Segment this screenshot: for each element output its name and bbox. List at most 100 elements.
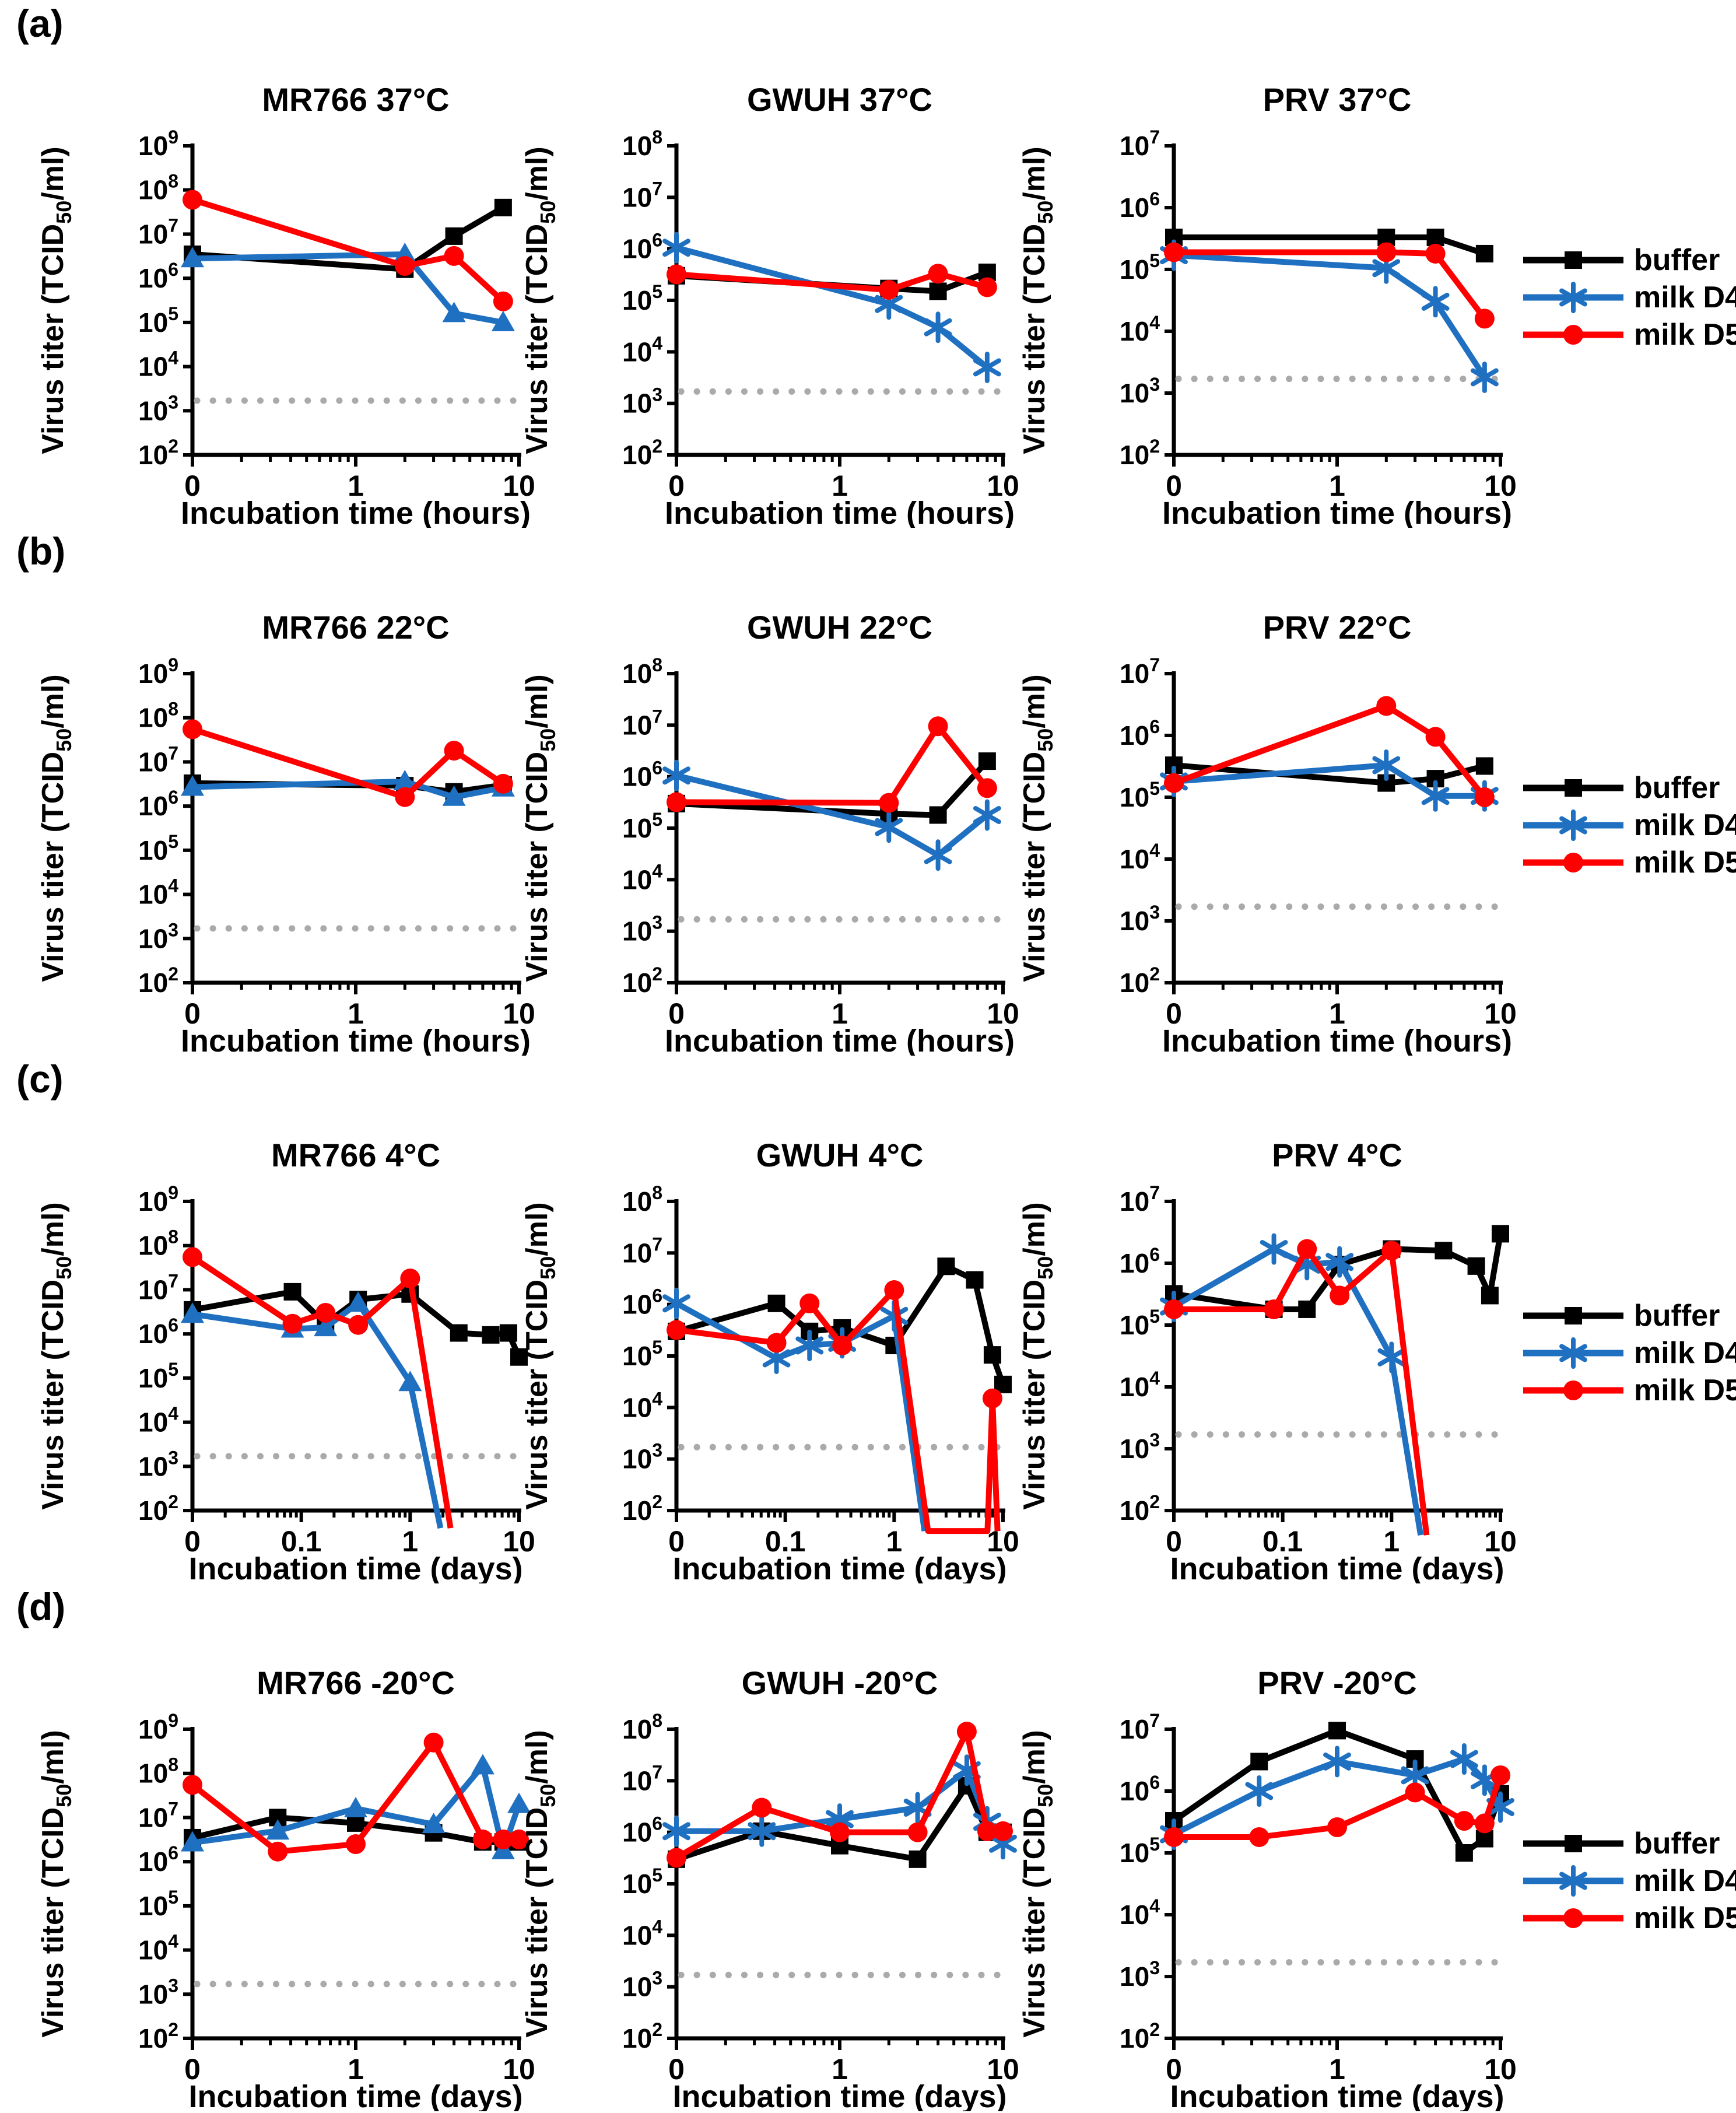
panel-title: PRV 4°C	[1272, 1137, 1402, 1173]
series-milkD4	[181, 1754, 531, 1859]
x-tick-label: 0	[668, 997, 685, 1030]
x-tick-label: 0	[184, 2053, 201, 2086]
y-tick-label: 104	[1120, 840, 1160, 874]
x-tick-label: 0	[1166, 469, 1182, 502]
x-tick-label: 1	[832, 469, 848, 502]
x-tick-label: 0	[184, 997, 201, 1030]
x-tick-label: 10	[1484, 997, 1517, 1030]
legend: buffer milk D4 milk D5	[1521, 1827, 1736, 1935]
legend-item-milkD4: milk D4	[1521, 281, 1736, 314]
y-tick-label: 108	[622, 1710, 662, 1744]
chart-row-a: (a) MR766 37°C 102 103 104 105 106 107 108 109 0 1 1…	[0, 0, 1736, 528]
panel-title: GWUH -20°C	[742, 1665, 938, 1701]
row-label: (d)	[16, 1585, 66, 1628]
square-marker	[1565, 779, 1582, 797]
x-axis-label: Incubation time (hours)	[665, 496, 1015, 528]
x-axis-label: Incubation time (days)	[672, 1551, 1006, 1583]
y-tick-label: 103	[1120, 374, 1160, 408]
triangle-marker	[181, 247, 204, 268]
circle-marker	[907, 1822, 928, 1842]
y-tick-label: 108	[138, 171, 178, 205]
y-tick-label: 104	[622, 1916, 662, 1950]
y-tick-label: 105	[622, 1337, 662, 1371]
panel-title: PRV 22°C	[1263, 609, 1412, 646]
legend-item-milkD5: milk D5	[1521, 1373, 1736, 1407]
circle-marker	[1425, 727, 1446, 747]
x-axis-label: Incubation time (days)	[1170, 2079, 1504, 2111]
legend-label-milkD5: milk D5	[1634, 1901, 1736, 1935]
circle-marker	[1474, 787, 1495, 807]
y-tick-label: 102	[138, 436, 178, 470]
y-tick-label: 106	[1120, 716, 1160, 751]
square-marker	[499, 1324, 517, 1342]
asterisk-marker	[1372, 749, 1401, 782]
asterisk-marker	[1559, 282, 1587, 313]
y-tick-label: 109	[138, 654, 178, 689]
triangle-marker	[442, 785, 466, 806]
y-tick-label: 104	[622, 1388, 662, 1422]
circle-marker	[832, 1335, 853, 1355]
y-tick-label: 106	[622, 758, 662, 792]
circle-marker	[1376, 696, 1397, 716]
square-marker	[1565, 251, 1582, 269]
y-tick-label: 105	[138, 1887, 178, 1921]
circle-marker	[1327, 1817, 1347, 1838]
series-milkD5-line	[191, 726, 505, 800]
square-marker	[767, 1294, 785, 1312]
series-milkD5	[667, 1722, 1013, 1868]
triangle-marker	[398, 1371, 422, 1392]
circle-marker	[752, 1797, 772, 1818]
series-milkD5	[183, 190, 513, 311]
asterisk-marker	[1450, 1743, 1478, 1775]
square-marker	[1467, 1257, 1485, 1275]
legend-item-milkD4: milk D4	[1521, 1336, 1736, 1370]
series-milkD5	[183, 1732, 529, 1862]
panel-title: MR766 -20°C	[257, 1665, 455, 1701]
x-tick-label: 0	[184, 1525, 201, 1558]
y-tick-label: 105	[1120, 250, 1160, 285]
triangle-marker	[393, 242, 417, 263]
y-tick-label: 102	[1120, 436, 1160, 470]
y-axis-label: Virus titer (TCID50/ml)	[36, 674, 76, 982]
y-axis-label: Virus titer (TCID50/ml)	[1018, 1202, 1057, 1509]
triangle-marker	[442, 302, 466, 323]
circle-marker	[282, 1313, 303, 1334]
panel-title: GWUH 22°C	[747, 609, 932, 646]
circle-marker	[977, 1821, 997, 1841]
y-tick-label: 103	[622, 1440, 662, 1474]
y-tick-label: 105	[622, 281, 662, 316]
y-tick-label: 106	[1120, 188, 1160, 223]
series-milkD5	[1164, 1765, 1510, 1847]
y-tick-label: 103	[1120, 1429, 1160, 1464]
circle-marker	[1563, 1380, 1583, 1400]
series-milkD5-line	[191, 1255, 454, 1529]
legend-item-milkD5: milk D5	[1521, 318, 1736, 352]
chart-panel-mr766-37-c: MR766 37°C 102 103 104 105 106 107 108 109 0 1 10In…	[36, 81, 535, 528]
chart-panel-gwuh-37-c: GWUH 37°C 102 103 104 105 106 107 108 0 1 10Incuba…	[520, 81, 1019, 528]
circle-marker	[928, 716, 948, 737]
series-milkD5-line	[676, 271, 988, 293]
y-tick-label: 104	[1120, 1368, 1160, 1402]
triangle-marker	[491, 310, 515, 331]
x-axis-label: Incubation time (hours)	[1162, 496, 1512, 528]
circle-marker	[667, 1320, 686, 1340]
circle-marker	[1164, 242, 1184, 262]
y-tick-label: 107	[138, 1270, 178, 1305]
circle-marker	[799, 1293, 820, 1313]
legend-item-milkD4: milk D4	[1521, 808, 1736, 842]
square-marker	[1475, 757, 1493, 775]
panel-title: PRV 37°C	[1263, 81, 1412, 118]
circle-marker	[395, 256, 415, 276]
y-tick-label: 102	[622, 963, 662, 998]
y-tick-label: 103	[1120, 902, 1160, 936]
series-milkD5	[667, 1280, 1002, 1534]
y-tick-label: 107	[622, 1761, 662, 1796]
chart-panel-gwuh-4-c: GWUH 4°C 102 103 104 105 106 107 108 0 0.1 1 10Incu…	[520, 1137, 1019, 1583]
chart-panel-mr766-20-c: MR766 -20°C 102 103 104 105 106 107 108 109 0 1 10I…	[36, 1665, 535, 2111]
circle-marker	[1474, 1813, 1495, 1834]
panel-title: GWUH 37°C	[747, 81, 932, 118]
square-marker	[1475, 244, 1493, 262]
y-tick-label: 106	[622, 1813, 662, 1848]
legend-label-buffer: buffer	[1634, 1299, 1720, 1333]
triangle-marker	[314, 1316, 338, 1337]
